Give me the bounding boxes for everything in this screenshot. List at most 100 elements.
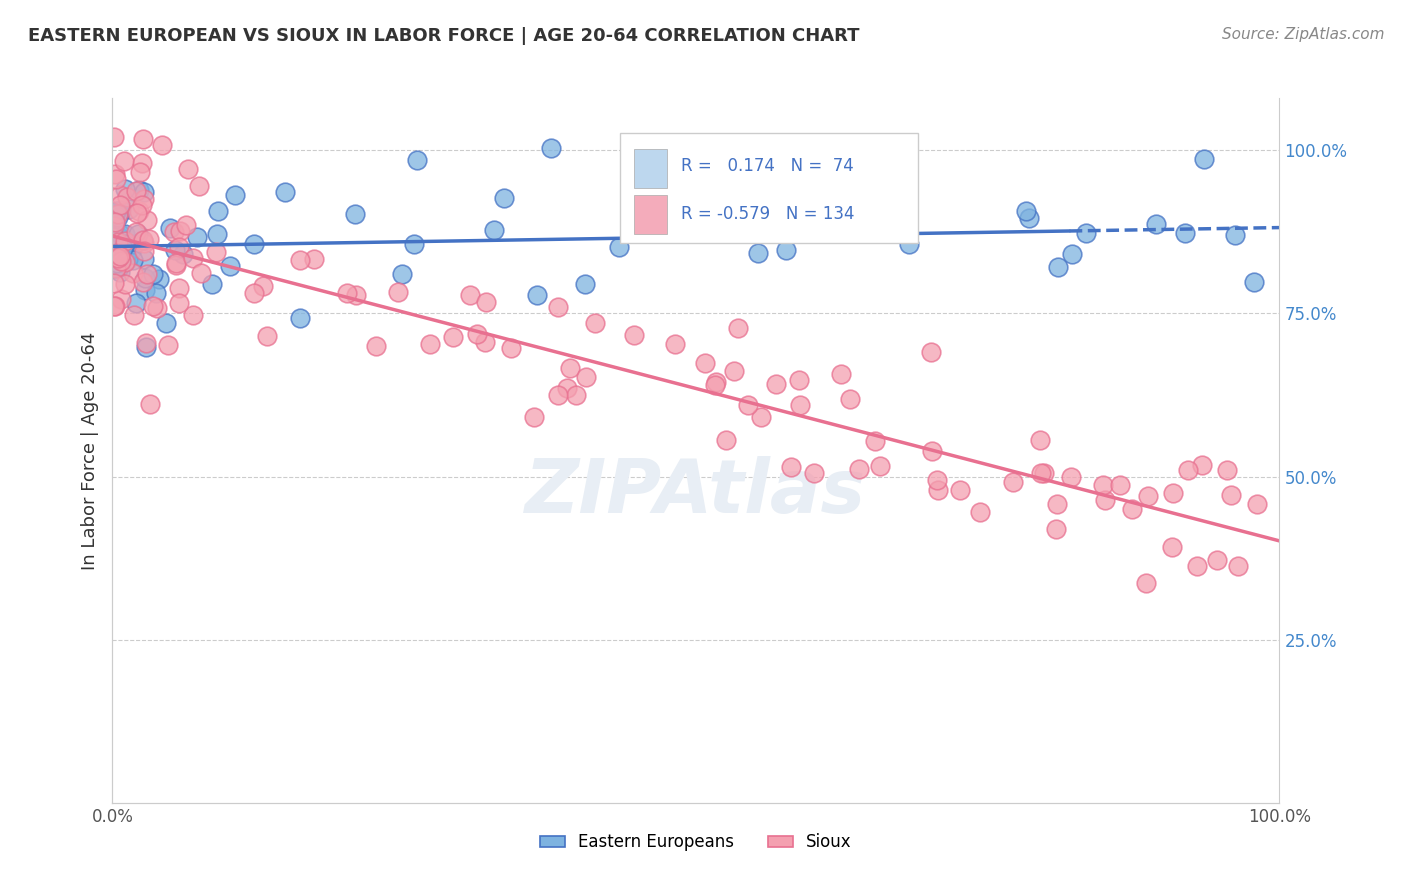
Point: [1060, 469, 1083, 483]
Point: [1177, 463, 1199, 477]
Point: [103, 230, 125, 244]
Point: [127, 227, 149, 242]
Point: [1219, 488, 1241, 502]
Point: [190, 266, 212, 280]
Point: [165, 258, 187, 272]
Point: [274, 185, 297, 199]
Point: [122, 237, 145, 252]
Bar: [620, 133, 918, 243]
Point: [114, 182, 136, 196]
Point: [110, 198, 132, 212]
Point: [114, 227, 136, 242]
Point: [134, 271, 156, 285]
Point: [288, 253, 311, 268]
Point: [134, 336, 156, 351]
Point: [108, 260, 131, 274]
Point: [727, 321, 749, 335]
Point: [775, 243, 797, 257]
Text: EASTERN EUROPEAN VS SIOUX IN LABOR FORCE | AGE 20-64 CORRELATION CHART: EASTERN EUROPEAN VS SIOUX IN LABOR FORCE…: [28, 27, 859, 45]
Point: [128, 165, 150, 179]
Point: [927, 483, 949, 497]
Point: [256, 329, 278, 343]
Point: [523, 410, 546, 425]
Point: [1185, 559, 1208, 574]
Point: [623, 327, 645, 342]
Point: [526, 287, 548, 301]
Point: [1243, 275, 1265, 289]
Point: [125, 296, 148, 310]
Text: R = -0.579   N = 134: R = -0.579 N = 134: [681, 205, 855, 223]
Point: [142, 267, 165, 281]
Point: [474, 294, 496, 309]
Point: [125, 225, 148, 239]
Text: ZIPAtlas: ZIPAtlas: [526, 456, 866, 529]
Point: [288, 310, 311, 325]
Point: [159, 220, 181, 235]
Point: [1018, 211, 1040, 225]
Point: [803, 466, 825, 480]
Point: [1046, 498, 1069, 512]
Point: [104, 167, 127, 181]
Point: [1109, 478, 1132, 492]
Point: [405, 153, 427, 168]
Point: [1094, 493, 1116, 508]
Point: [830, 219, 852, 234]
Point: [1144, 217, 1167, 231]
Point: [747, 246, 769, 260]
Point: [547, 300, 569, 314]
Point: [148, 272, 170, 286]
Point: [607, 240, 630, 254]
Point: [103, 260, 125, 275]
Point: [243, 236, 266, 251]
Point: [1160, 540, 1182, 554]
Point: [104, 206, 127, 220]
Point: [499, 342, 522, 356]
Point: [104, 299, 127, 313]
Point: [482, 223, 505, 237]
Point: [177, 161, 200, 176]
Point: [114, 237, 136, 252]
Point: [494, 191, 516, 205]
Point: [163, 225, 186, 239]
Point: [787, 372, 810, 386]
Point: [110, 254, 132, 268]
Point: [695, 356, 717, 370]
Point: [135, 340, 157, 354]
Point: [103, 211, 125, 225]
Point: [344, 287, 367, 301]
Point: [135, 267, 157, 281]
Point: [108, 249, 131, 263]
Point: [167, 240, 190, 254]
Point: [770, 202, 793, 216]
Point: [145, 301, 167, 315]
Point: [118, 202, 141, 216]
Point: [391, 267, 413, 281]
Point: [105, 256, 128, 270]
Point: [114, 254, 136, 268]
Point: [107, 251, 129, 265]
Point: [110, 203, 132, 218]
Point: [121, 253, 143, 268]
Point: [336, 286, 359, 301]
Point: [121, 242, 143, 256]
Point: [169, 225, 191, 239]
Point: [188, 179, 211, 194]
Point: [706, 375, 728, 389]
Point: [104, 261, 127, 276]
Point: [155, 316, 177, 330]
Point: [364, 339, 387, 353]
Point: [547, 388, 569, 402]
Point: [122, 266, 145, 280]
Point: [141, 300, 163, 314]
Point: [105, 245, 128, 260]
Point: [1192, 152, 1215, 166]
Point: [124, 309, 146, 323]
Point: [664, 337, 686, 351]
Point: [132, 233, 155, 247]
Point: [830, 367, 852, 381]
Point: [135, 212, 157, 227]
Point: [1174, 226, 1197, 240]
Point: [167, 280, 190, 294]
Point: [242, 285, 264, 300]
Y-axis label: In Labor Force | Age 20-64: In Labor Force | Age 20-64: [80, 331, 98, 570]
